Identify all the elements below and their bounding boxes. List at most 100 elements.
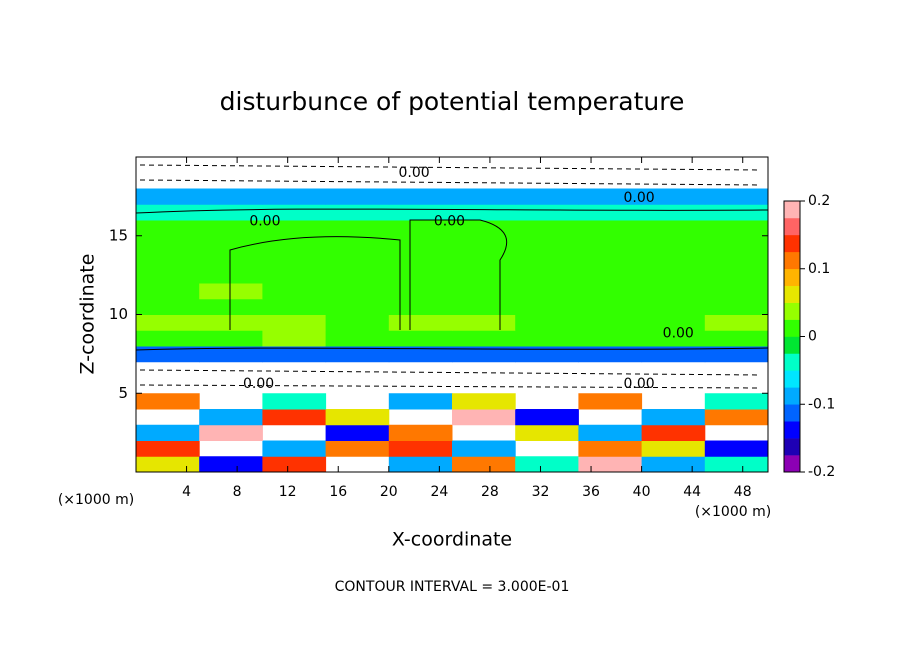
y-tick-label: 5: [118, 384, 128, 402]
cell: [641, 314, 706, 331]
cell: [452, 251, 516, 268]
cell: [452, 298, 516, 315]
cell: [578, 440, 643, 457]
contour-line: [139, 179, 761, 186]
cell: [199, 409, 263, 426]
cell: [262, 440, 327, 457]
cell: [388, 298, 453, 315]
cell: [452, 456, 516, 473]
cell: [325, 330, 390, 347]
cell: [641, 330, 706, 347]
annotation: CONTOUR INTERVAL = 3.000E-01: [335, 579, 570, 595]
cell: [388, 283, 453, 300]
cell: [452, 267, 516, 284]
cell: [578, 204, 643, 221]
field: [136, 188, 769, 473]
cell: [515, 204, 579, 221]
cell: [388, 440, 453, 457]
cell: [262, 220, 327, 237]
cell: [136, 188, 200, 205]
cell: [136, 283, 200, 300]
contour-line: [229, 236, 401, 330]
cell: [452, 283, 516, 300]
colorbar-swatch: [784, 319, 800, 337]
colorbar-tick-label: -0.2: [808, 464, 835, 480]
cell: [515, 346, 579, 363]
x-tick-label: 24: [430, 484, 448, 500]
cell: [641, 346, 706, 363]
cell: [262, 393, 327, 410]
colorbar-swatch: [784, 455, 800, 473]
cell: [262, 409, 327, 426]
cell: [704, 409, 769, 426]
y-tick-label: 15: [109, 226, 128, 244]
cell: [704, 188, 769, 205]
cell: [641, 283, 706, 300]
colorbar-swatch: [784, 201, 800, 219]
cell: [704, 314, 769, 331]
cell: [641, 204, 706, 221]
cell: [641, 424, 706, 441]
colorbar-swatch: [784, 438, 800, 456]
cell: [704, 204, 769, 221]
cell: [199, 424, 263, 441]
y-unit: (×1000 m): [58, 492, 134, 508]
cell: [641, 298, 706, 315]
x-tick-label: 4: [182, 484, 191, 500]
cell: [262, 204, 327, 221]
x-tick-label: 28: [481, 484, 499, 500]
colorbar-swatch: [784, 217, 800, 236]
y-axis-label: Z-coordinate: [77, 254, 99, 375]
cell: [704, 235, 769, 252]
colorbar-swatch: [784, 387, 800, 405]
contour-line: [139, 164, 761, 171]
x-tick-label: 8: [233, 484, 242, 500]
cell: [578, 267, 643, 284]
cell: [325, 298, 390, 315]
colorbar-swatch: [784, 268, 800, 286]
cell: [452, 188, 516, 205]
cell: [641, 188, 706, 205]
contour-label: 0.00: [243, 376, 274, 392]
x-unit: (×1000 m): [695, 504, 771, 520]
cell: [515, 314, 579, 331]
cell: [515, 456, 579, 473]
cell: [578, 188, 643, 205]
colorbar-swatch: [784, 285, 800, 303]
contour-label: 0.00: [623, 190, 654, 206]
cell: [515, 267, 579, 284]
cell: [641, 409, 706, 426]
cell: [515, 188, 579, 205]
cell: [452, 346, 516, 363]
cell: [452, 409, 516, 426]
cell: [515, 424, 579, 441]
cell: [262, 330, 327, 347]
cell: [136, 235, 200, 252]
cell: [452, 220, 516, 237]
cell: [578, 424, 643, 441]
cell: [578, 330, 643, 347]
colorbar-swatch: [784, 234, 800, 253]
x-tick-label: 20: [380, 484, 398, 500]
x-tick-label: 16: [329, 484, 347, 500]
cell: [388, 346, 453, 363]
cell: [704, 283, 769, 300]
cell: [515, 251, 579, 268]
cell: [704, 440, 769, 457]
contour-line: [409, 219, 508, 330]
cell: [199, 188, 263, 205]
cell: [325, 267, 390, 284]
cell: [199, 251, 263, 268]
contour-label: 0.00: [249, 214, 280, 230]
cell: [388, 188, 453, 205]
cell: [641, 235, 706, 252]
contour-line: [135, 208, 769, 214]
cell: [136, 298, 200, 315]
cell: [262, 298, 327, 315]
cell: [136, 204, 200, 221]
colorbar-tick-label: 0: [808, 329, 817, 345]
colorbar-swatch: [784, 370, 800, 388]
contour-label: 0.00: [398, 165, 429, 181]
contour-lines: [135, 164, 769, 389]
